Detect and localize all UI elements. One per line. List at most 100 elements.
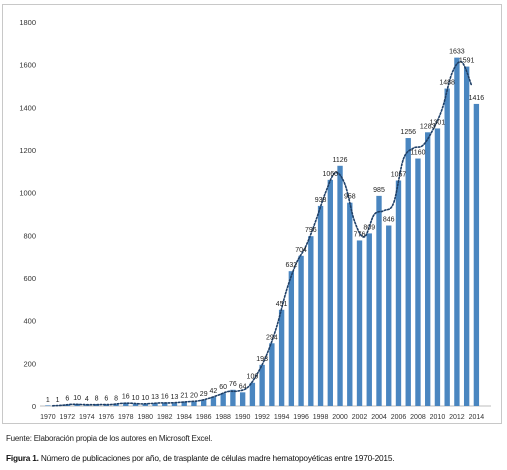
y-tick-label: 0 xyxy=(32,402,36,411)
bar xyxy=(152,403,158,406)
x-tick-label: 1994 xyxy=(274,414,290,421)
data-label: 1488 xyxy=(439,80,455,87)
x-tick-label: 1996 xyxy=(293,414,309,421)
data-label: 1256 xyxy=(400,129,416,136)
x-tick-label: 2014 xyxy=(469,414,485,421)
data-label: 64 xyxy=(239,383,247,390)
y-tick-label: 1600 xyxy=(19,61,36,70)
y-tick-label: 1200 xyxy=(19,146,36,155)
x-tick-label: 1984 xyxy=(176,414,192,421)
data-label: 1283 xyxy=(420,123,436,130)
data-label: 796 xyxy=(305,227,317,234)
bar xyxy=(220,393,226,406)
data-label: 20 xyxy=(190,393,198,400)
bar xyxy=(327,179,333,406)
y-tick-label: 400 xyxy=(23,317,36,326)
bar xyxy=(84,405,90,406)
x-tick-label: 1974 xyxy=(79,414,95,421)
data-label: 60 xyxy=(219,384,227,391)
bar xyxy=(249,382,256,406)
data-label: 13 xyxy=(151,394,159,401)
bar xyxy=(45,405,51,406)
x-tick-label: 1970 xyxy=(40,414,56,421)
y-tick-label: 1000 xyxy=(19,189,36,198)
bar xyxy=(191,401,197,406)
data-label: 29 xyxy=(200,391,208,398)
x-tick-label: 2010 xyxy=(430,414,446,421)
data-label: 21 xyxy=(180,393,188,400)
data-label: 16 xyxy=(122,394,130,401)
data-label: 704 xyxy=(295,247,307,254)
bar xyxy=(298,255,304,406)
x-tick-label: 2008 xyxy=(410,414,426,421)
bar xyxy=(123,402,129,406)
x-tick-label: 1978 xyxy=(118,414,134,421)
x-tick-label: 1992 xyxy=(254,414,270,421)
data-label: 294 xyxy=(266,334,278,341)
data-label: 8 xyxy=(95,395,99,402)
bar xyxy=(463,66,470,406)
bar xyxy=(230,389,236,406)
data-label: 6 xyxy=(104,396,108,403)
bar xyxy=(210,397,217,406)
data-label: 1060 xyxy=(323,171,339,178)
x-tick-label: 1986 xyxy=(196,414,212,421)
bar xyxy=(356,240,363,406)
data-label: 76 xyxy=(229,381,237,388)
data-label: 958 xyxy=(344,194,356,201)
data-label: 632 xyxy=(286,262,298,269)
chart-frame: 0 200 400 600 800 1000 1200 1400 1600 1800 1 1 6 10 4 8… xyxy=(2,4,502,424)
bar xyxy=(278,309,285,406)
bar xyxy=(308,236,314,406)
data-label: 776 xyxy=(354,231,366,238)
data-label: 1126 xyxy=(333,157,348,164)
bar xyxy=(132,403,139,406)
data-label: 10 xyxy=(73,395,81,402)
data-label: 809 xyxy=(363,224,375,231)
bar xyxy=(376,195,382,406)
x-tick-label: 1976 xyxy=(99,414,115,421)
data-label: 1 xyxy=(46,397,50,404)
data-label: 1591 xyxy=(459,58,475,65)
bar xyxy=(347,202,353,406)
bar xyxy=(113,404,119,406)
data-label: 1633 xyxy=(449,49,465,56)
bar xyxy=(162,402,168,406)
figure-caption: Figura 1. Número de publicaciones por añ… xyxy=(6,453,395,463)
trend-line xyxy=(51,60,473,407)
x-tick-label: 1998 xyxy=(313,414,329,421)
bar xyxy=(181,401,187,406)
data-label: 451 xyxy=(276,301,288,308)
data-label: 846 xyxy=(383,217,395,224)
bar xyxy=(395,180,402,406)
caption-label: Figura 1. xyxy=(6,453,39,463)
data-label: 938 xyxy=(315,197,327,204)
bar xyxy=(259,364,265,406)
bar xyxy=(201,399,207,406)
x-tick-label: 2004 xyxy=(371,414,387,421)
bar xyxy=(415,158,421,406)
bar xyxy=(317,205,324,406)
data-label: 1301 xyxy=(430,119,446,126)
y-tick-label: 1400 xyxy=(19,103,36,112)
data-label: 1160 xyxy=(410,150,425,157)
data-label: 42 xyxy=(210,388,218,395)
data-label: 109 xyxy=(247,374,259,381)
bar xyxy=(434,128,441,406)
x-tick-label: 1972 xyxy=(60,414,76,421)
bar xyxy=(386,225,392,406)
bar xyxy=(142,403,148,406)
y-tick-label: 800 xyxy=(23,231,36,240)
bar xyxy=(366,233,372,406)
data-label: 4 xyxy=(85,396,89,403)
bar xyxy=(269,343,275,406)
data-label: 10 xyxy=(141,395,149,402)
data-label: 1 xyxy=(56,397,60,404)
data-label: 193 xyxy=(256,356,268,363)
x-tick-label: 2000 xyxy=(332,414,348,421)
bar xyxy=(444,88,450,406)
x-tick-label: 1980 xyxy=(137,414,153,421)
bar xyxy=(171,403,178,406)
x-tick-label: 2002 xyxy=(352,414,368,421)
